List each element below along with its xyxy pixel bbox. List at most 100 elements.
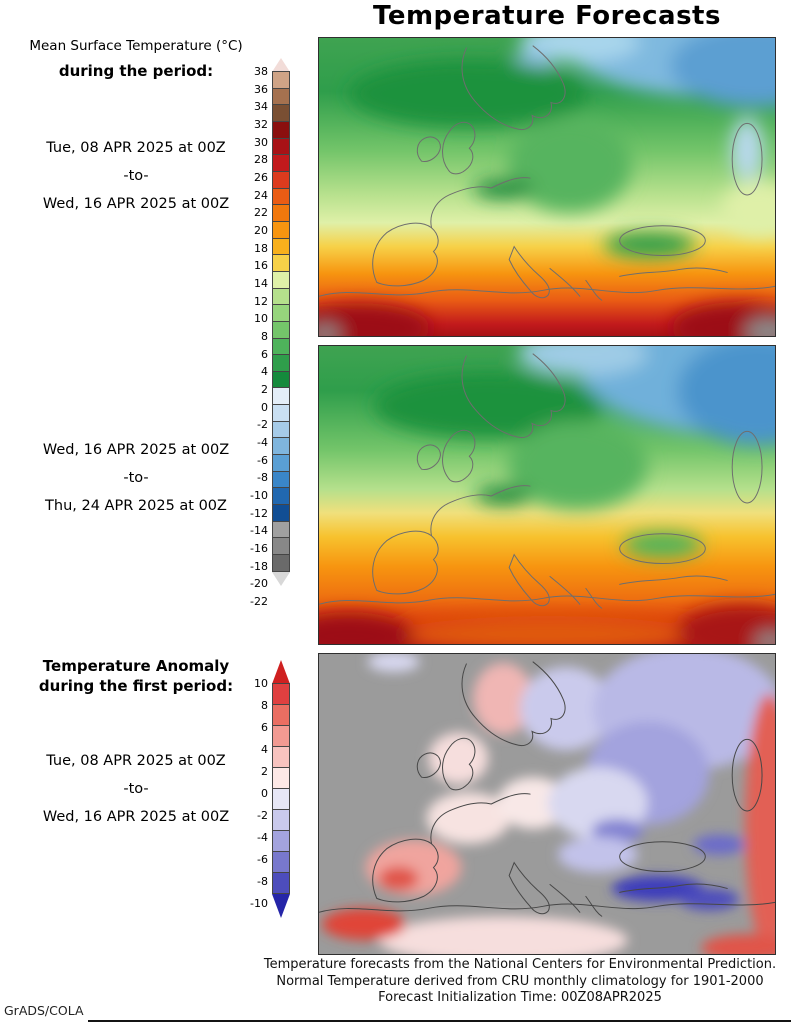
colorbar-tick-label: 0 bbox=[261, 787, 268, 800]
temperature-field-period2 bbox=[319, 346, 775, 644]
grads-cola-watermark: GrADS/COLA bbox=[4, 1003, 84, 1018]
coastlines-period2 bbox=[319, 353, 775, 609]
colorbar-tick-label: 8 bbox=[261, 330, 268, 344]
temperature-blobs-period2 bbox=[319, 346, 775, 644]
colorbar-tick-label: -18 bbox=[250, 559, 268, 573]
bottom-rule bbox=[88, 1020, 791, 1022]
colorbar-tick-label: -2 bbox=[257, 809, 268, 822]
colorbar-arrow-up bbox=[272, 58, 290, 72]
colorbar-tick-label: 2 bbox=[261, 383, 268, 397]
anomaly-colorbar: 10 8 6 4 2 0 -2 -4 -6 -8 -10 bbox=[250, 660, 290, 918]
colorbar-arrow-up bbox=[272, 660, 290, 684]
colorbar-tick-label: 6 bbox=[261, 721, 268, 734]
colorbar-tick-label: 0 bbox=[261, 400, 268, 414]
period2-end-date: Thu, 24 APR 2025 at 00Z bbox=[45, 498, 227, 514]
colorbar-segment bbox=[272, 354, 290, 372]
coastlines-period1 bbox=[319, 45, 775, 301]
colorbar-segment bbox=[272, 254, 290, 272]
colorbar-tick-label: 34 bbox=[254, 100, 268, 114]
colorbar-tick-label: -2 bbox=[257, 418, 268, 432]
temperature-colorbar: 38 36 34 32 30 28 26 24 22 20 18 16 14 12 10 8 6 4 2 0 -2 -4-… bbox=[250, 58, 290, 608]
colorbar-tick-label: -10 bbox=[250, 897, 268, 910]
colorbar-segment bbox=[272, 767, 290, 789]
colorbar-tick-label: 10 bbox=[254, 312, 268, 326]
period2-separator: -to- bbox=[123, 470, 149, 486]
temperature-heading-line2: during the period: bbox=[58, 62, 214, 80]
colorbar-segment bbox=[272, 520, 290, 539]
colorbar-tick-label: -10 bbox=[250, 489, 268, 503]
colorbar-tick-label: 26 bbox=[254, 171, 268, 185]
colorbar-arrow-down bbox=[272, 571, 290, 586]
colorbar-segment bbox=[272, 120, 290, 139]
colorbar-segment bbox=[272, 470, 290, 489]
colorbar-segment bbox=[272, 304, 290, 322]
colorbar-tick-label: 8 bbox=[261, 699, 268, 712]
colorbar-tick-label: -4 bbox=[257, 831, 268, 844]
temperature-field-period1 bbox=[319, 38, 775, 336]
anomaly-separator: -to- bbox=[123, 781, 149, 797]
anomaly-blobs bbox=[321, 654, 775, 954]
colorbar-segment bbox=[272, 746, 290, 768]
period2-dates: Wed, 16 APR 2025 at 00Z -to- Thu, 24 APR… bbox=[8, 443, 264, 527]
temperature-heading: Mean Surface Temperature (°C) during the… bbox=[8, 38, 264, 81]
anomaly-end-date: Wed, 16 APR 2025 at 00Z bbox=[42, 809, 230, 825]
colorbar-segment bbox=[272, 851, 290, 873]
colorbar-segment bbox=[272, 788, 290, 810]
colorbar-tick-label: -20 bbox=[250, 577, 268, 591]
temperature-anomaly-map bbox=[318, 653, 776, 955]
colorbar-tick-label: 10 bbox=[254, 677, 268, 690]
colorbar-segment bbox=[272, 170, 290, 189]
page-title: Temperature Forecasts bbox=[373, 1, 721, 31]
colorbar-segment bbox=[272, 504, 290, 522]
colorbar-segment bbox=[272, 337, 290, 356]
colorbar-segment bbox=[272, 287, 290, 306]
colorbar-tick-label: 2 bbox=[261, 765, 268, 778]
colorbar-tick-label: -16 bbox=[250, 542, 268, 556]
footer-init-time-line: Forecast Initialization Time: 00Z08APR20… bbox=[378, 990, 662, 1005]
colorbar-tick-label: 30 bbox=[254, 135, 268, 149]
colorbar-tick-label: 20 bbox=[254, 224, 268, 238]
anomaly-start-date: Tue, 08 APR 2025 at 00Z bbox=[46, 753, 226, 769]
footer-climatology-line: Normal Temperature derived from CRU mont… bbox=[276, 973, 764, 989]
colorbar-tick-label: 22 bbox=[254, 206, 268, 220]
colorbar-segment bbox=[272, 454, 290, 472]
colorbar-segment bbox=[272, 830, 290, 852]
colorbar-tick-label: -12 bbox=[250, 506, 268, 520]
anomaly-heading-line2: during the first period: bbox=[38, 677, 234, 695]
colorbar-tick-label: -8 bbox=[257, 471, 268, 485]
colorbar-tick-label: -8 bbox=[257, 875, 268, 888]
anomaly-field bbox=[319, 654, 775, 954]
colorbar-tick-label: 24 bbox=[254, 188, 268, 202]
anomaly-heading: Temperature Anomaly during the first per… bbox=[8, 656, 264, 696]
colorbar-tick-label: -22 bbox=[250, 595, 268, 609]
colorbar-tick-label: 16 bbox=[254, 259, 268, 273]
coastlines-anomaly bbox=[319, 661, 775, 917]
colorbar-tick-label: 14 bbox=[254, 277, 268, 291]
period1-separator: -to- bbox=[123, 168, 149, 184]
colorbar-tick-label: -4 bbox=[257, 436, 268, 450]
colorbar-arrow-down bbox=[272, 894, 290, 918]
temperature-map-period2 bbox=[318, 345, 776, 645]
colorbar-segment bbox=[272, 370, 290, 389]
colorbar-segment bbox=[272, 270, 290, 289]
colorbar-tick-label: -6 bbox=[257, 453, 268, 467]
colorbar-tick-label: 32 bbox=[254, 118, 268, 131]
colorbar-segment bbox=[272, 237, 290, 256]
colorbar-segment bbox=[272, 71, 290, 89]
temperature-map-period1 bbox=[318, 37, 776, 337]
period2-start-date: Wed, 16 APR 2025 at 00Z bbox=[42, 442, 230, 458]
footer: Temperature forecasts from the National … bbox=[252, 957, 788, 1007]
colorbar-segment bbox=[272, 725, 290, 747]
footer-source-line: Temperature forecasts from the National … bbox=[263, 957, 777, 972]
colorbar-tick-label: 4 bbox=[261, 365, 268, 379]
colorbar-tick-label: -14 bbox=[250, 524, 268, 538]
colorbar-tick-label: 6 bbox=[261, 347, 268, 361]
colorbar-segment bbox=[272, 437, 290, 456]
temperature-heading-line1: Mean Surface Temperature (°C) bbox=[29, 38, 243, 54]
colorbar-segment bbox=[272, 187, 290, 206]
colorbar-segment bbox=[272, 537, 290, 556]
colorbar-segment bbox=[272, 87, 290, 106]
colorbar-segment bbox=[272, 872, 290, 894]
colorbar-segment bbox=[272, 387, 290, 406]
